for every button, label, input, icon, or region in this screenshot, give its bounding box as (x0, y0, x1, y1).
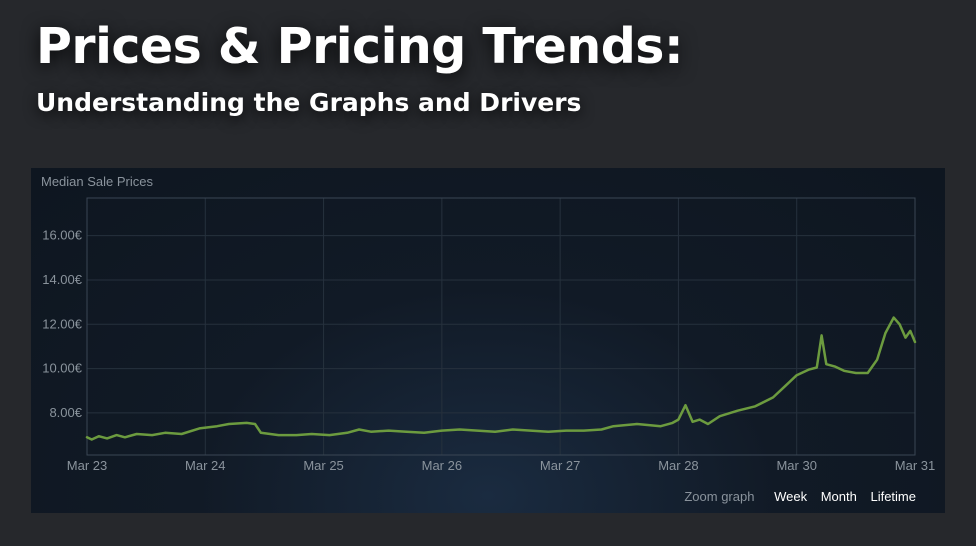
x-tick-label: Mar 25 (303, 458, 343, 473)
x-tick-label: Mar 24 (185, 458, 225, 473)
x-tick-label: Mar 31 (895, 458, 935, 473)
zoom-week-button[interactable]: Week (774, 489, 808, 504)
y-tick-label: 14.00€ (42, 272, 83, 287)
plot-frame (86, 197, 916, 456)
zoom-graph-label: Zoom graph (684, 489, 755, 504)
x-tick-label: Mar 26 (422, 458, 462, 473)
zoom-bar: Zoom graph Week Month Lifetime (684, 489, 916, 504)
page-title: Prices & Pricing Trends: (36, 18, 684, 75)
chart-panel: Median Sale Prices Mar 23 Mar 24 Mar 25 Mar… (31, 168, 945, 513)
y-tick-label: 16.00€ (42, 228, 83, 243)
zoom-lifetime-button[interactable]: Lifetime (870, 489, 916, 504)
x-tick-label: Mar 23 (67, 458, 107, 473)
y-tick-label: 12.00€ (42, 316, 83, 331)
y-tick-label: 8.00€ (49, 405, 82, 420)
y-tick-label: 10.00€ (42, 361, 83, 376)
x-tick-label: Mar 28 (658, 458, 698, 473)
x-tick-label: Mar 30 (776, 458, 816, 473)
price-chart[interactable]: Mar 23 Mar 24 Mar 25 Mar 26 Mar 27 Mar 28 Mar … (31, 168, 945, 513)
chart-title: Median Sale Prices (41, 174, 153, 189)
page-subtitle: Understanding the Graphs and Drivers (36, 88, 582, 117)
zoom-month-button[interactable]: Month (820, 489, 857, 504)
price-series-line (85, 316, 917, 441)
x-tick-label: Mar 27 (540, 458, 580, 473)
grid (86, 198, 916, 455)
series-layer (85, 316, 917, 441)
axes: Mar 23 Mar 24 Mar 25 Mar 26 Mar 27 Mar 28 Mar … (42, 197, 935, 473)
